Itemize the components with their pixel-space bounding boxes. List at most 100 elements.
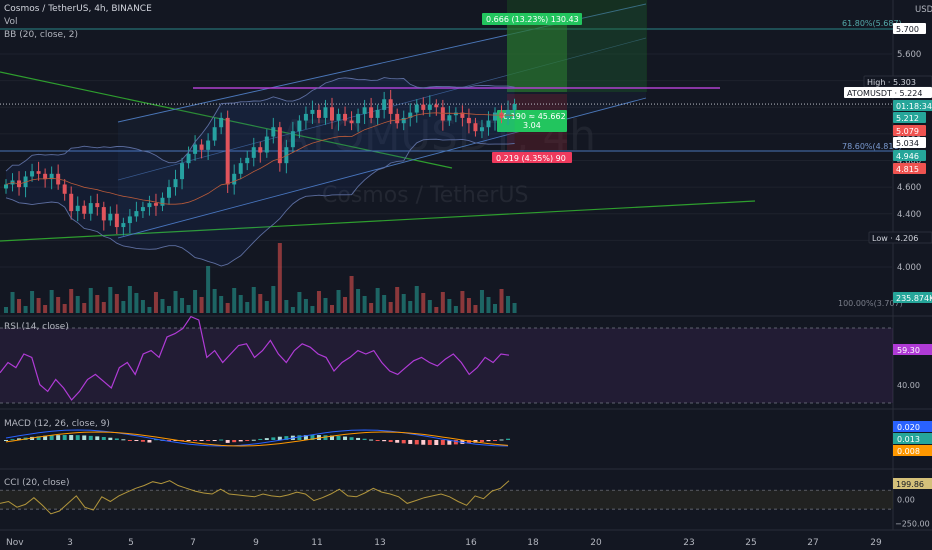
macd-histogram-bar: [147, 440, 152, 443]
candle-body: [88, 203, 93, 214]
volume-label: Vol: [4, 17, 18, 27]
volume-bar: [114, 294, 119, 313]
candle-body: [101, 207, 106, 221]
volume-bar: [460, 291, 465, 313]
volume-bar: [232, 288, 237, 313]
volume-bar: [10, 292, 15, 313]
bollinger-basis: [5, 112, 515, 205]
macd-value-bg: [893, 421, 932, 432]
macd-histogram-bar: [408, 440, 413, 444]
macd-histogram-bar: [453, 440, 458, 445]
candle-body: [466, 117, 471, 124]
candle-body: [140, 207, 145, 212]
macd-histogram-bar: [17, 438, 22, 440]
price-tag: 5.700: [896, 25, 919, 34]
macd-histogram-bar: [62, 435, 67, 440]
volume-bar: [486, 297, 491, 313]
candle-body: [251, 147, 256, 158]
candle-body: [206, 140, 211, 150]
candle-body: [186, 153, 191, 164]
volume-bar: [43, 305, 48, 313]
candle-body: [121, 223, 126, 228]
macd-histogram-bar: [212, 440, 217, 441]
volume-bar: [56, 297, 61, 313]
candle-body: [199, 144, 204, 150]
candle-body: [114, 213, 119, 228]
macd-histogram-bar: [271, 437, 276, 440]
time-axis-label: 3: [67, 538, 73, 548]
candle-body: [336, 113, 341, 121]
macd-histogram-bar: [414, 440, 419, 445]
price-tag-bg: [893, 150, 926, 161]
volume-bar: [382, 295, 387, 313]
volume-bar: [356, 289, 361, 313]
macd-histogram-bar: [277, 436, 282, 440]
volume-bar: [245, 302, 250, 313]
candle-body: [303, 113, 308, 121]
macd-histogram-bar: [434, 440, 439, 445]
candle-body: [271, 127, 276, 137]
volume-bar: [30, 291, 35, 313]
macd-histogram-bar: [258, 438, 263, 440]
volume-bar: [17, 299, 22, 313]
price-tag: 5.034: [896, 139, 919, 148]
price-tick-label: 4.800: [897, 157, 921, 167]
candle-body: [460, 112, 465, 118]
volume-bar: [421, 293, 426, 313]
price-tag-bg: [893, 163, 926, 174]
candle-body: [316, 109, 321, 118]
candle-body: [440, 107, 445, 121]
volume-bar: [434, 307, 439, 313]
macd-histogram-bar: [251, 439, 256, 441]
price-tag: 01:18:34: [896, 102, 932, 111]
time-axis-label: 25: [745, 538, 756, 548]
bollinger-fill: [6, 77, 515, 266]
volume-bar: [362, 296, 367, 313]
volume-bar: [75, 296, 80, 313]
rsi-value: 59.30: [897, 346, 920, 355]
target-label: 0.666 (13.23%) 130.43: [486, 15, 579, 24]
fib-786-label: 78.60%(4.816): [842, 142, 902, 151]
candle-body: [30, 171, 35, 177]
candle-body: [330, 107, 334, 121]
candle-body: [82, 205, 87, 214]
currency-label: USDT: [915, 5, 932, 15]
macd-histogram-bar: [134, 440, 139, 441]
macd-histogram-bar: [88, 435, 93, 440]
candle-body: [493, 112, 497, 121]
volume-bar: [336, 290, 341, 313]
bollinger-lower: [5, 138, 515, 267]
fib-100-label: 100.00%(3.707): [838, 299, 903, 308]
volume-bar: [4, 307, 8, 313]
price-tick-label: 4.400: [897, 210, 921, 220]
volume-bar: [349, 276, 354, 313]
macd-histogram-bar: [199, 440, 204, 441]
macd-histogram-bar: [479, 440, 484, 442]
volume-bar: [199, 297, 204, 313]
candle-body: [375, 109, 380, 118]
cci-band: [0, 490, 893, 510]
candle-body: [43, 173, 48, 180]
macd-histogram-bar: [493, 440, 497, 441]
macd-histogram-bar: [95, 436, 100, 440]
macd-label: MACD (12, 26, close, 9): [4, 419, 110, 429]
price-tag-bg: [893, 125, 926, 136]
candle-body: [258, 147, 263, 153]
candle-body: [453, 112, 458, 116]
macd-histogram-bar: [362, 438, 367, 440]
candle-body: [180, 163, 185, 180]
entry-label: 0.190 ≈ 45.662: [503, 112, 566, 121]
candle-body: [408, 112, 413, 118]
time-axis-label: 5: [128, 538, 134, 548]
candle-body: [245, 157, 250, 164]
macd-histogram-bar: [356, 437, 361, 440]
candle-body: [277, 127, 282, 164]
volume-bar: [23, 306, 28, 313]
candle-body: [36, 171, 41, 174]
rsi-label: RSI (14, close): [4, 322, 69, 332]
candle-body: [4, 184, 8, 189]
macd-histogram-bar: [238, 440, 243, 442]
macd-histogram-bar: [69, 435, 74, 440]
price-tick-label: 4.600: [897, 183, 921, 193]
